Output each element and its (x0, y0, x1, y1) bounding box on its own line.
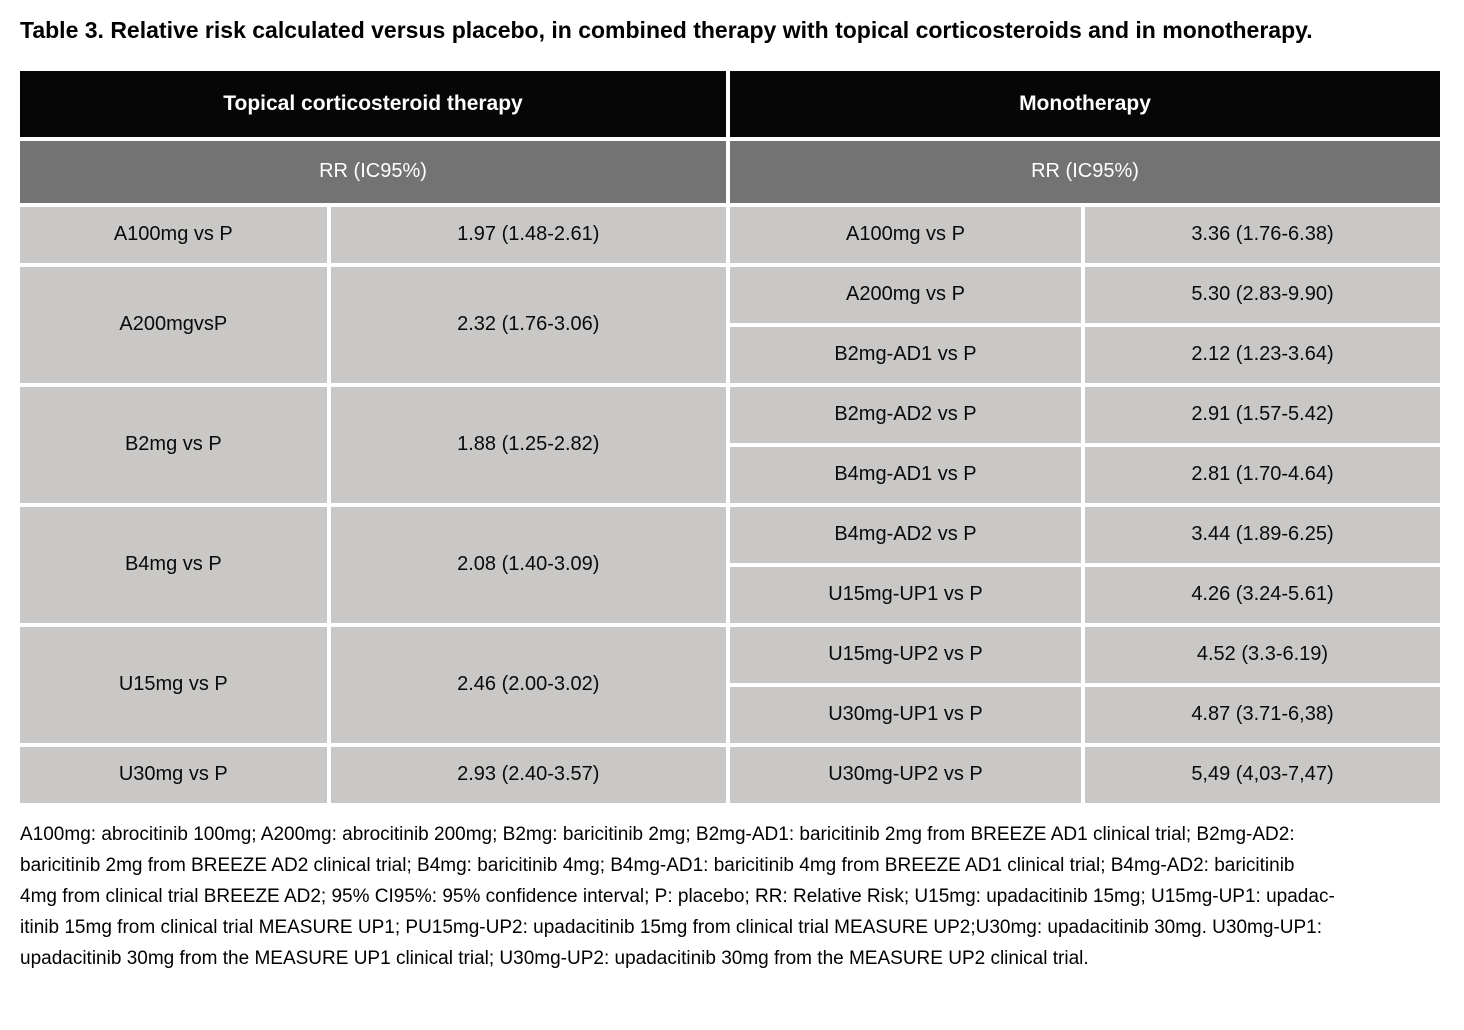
rr-value-cell: 2.32 (1.76-3.06) (330, 266, 726, 383)
table-row: U30mg-UP1 vs P 4.87 (3.71-6,38) (20, 686, 1440, 743)
comparison-label-cell: U30mg-UP2 vs P (729, 746, 1081, 803)
subheader-row: RR (IC95%) RR (IC95%) (20, 140, 1440, 203)
section-header-monotherapy: Monotherapy (729, 70, 1440, 137)
rr-value-cell: 2.12 (1.23-3.64) (1084, 326, 1440, 383)
table-row: A200mgvsP 2.32 (1.76-3.06) A200mg vs P 5… (20, 266, 1440, 383)
table-row: U15mg-UP1 vs P 4.26 (3.24-5.61) (20, 566, 1440, 623)
comparison-label-cell: U15mg vs P (20, 626, 327, 743)
comparison-label-cell: A100mg vs P (729, 206, 1081, 263)
table-row: B4mg-AD1 vs P 2.81 (1.70-4.64) (20, 446, 1440, 503)
table-row: B2mg-AD1 vs P 2.12 (1.23-3.64) (20, 326, 1440, 383)
comparison-label-cell: B4mg-AD1 vs P (729, 446, 1081, 503)
rr-value-cell: 2.81 (1.70-4.64) (1084, 446, 1440, 503)
table-row: U15mg vs P 2.46 (2.00-3.02) U15mg-UP2 vs… (20, 626, 1440, 743)
comparison-label-cell: U30mg vs P (20, 746, 327, 803)
rr-value-cell: 2.91 (1.57-5.42) (1084, 386, 1440, 443)
rr-value-cell: 5,49 (4,03-7,47) (1084, 746, 1440, 803)
rr-value-cell: 1.97 (1.48-2.61) (330, 206, 726, 263)
rr-value-cell: 5.30 (2.83-9.90) (1084, 266, 1440, 323)
rr-value-cell: 4.26 (3.24-5.61) (1084, 566, 1440, 623)
section-header-row: Topical corticosteroid therapy Monothera… (20, 70, 1440, 137)
comparison-label-cell: U30mg-UP1 vs P (729, 686, 1081, 743)
table-row: U30mg vs P 2.93 (2.40-3.57) U30mg-UP2 vs… (20, 746, 1440, 803)
comparison-label-cell: B2mg-AD1 vs P (729, 326, 1081, 383)
comparison-label-cell: A100mg vs P (20, 206, 327, 263)
comparison-label-cell: B2mg-AD2 vs P (729, 386, 1081, 443)
comparison-label-cell: B4mg vs P (20, 506, 327, 623)
rr-value-cell: 1.88 (1.25-2.82) (330, 386, 726, 503)
footnote-line: upadacitinib 30mg from the MEASURE UP1 c… (20, 947, 1089, 969)
page-title: Table 3. Relative risk calculated versus… (20, 17, 1313, 43)
comparison-label-cell: B4mg-AD2 vs P (729, 506, 1081, 563)
rr-value-cell: 2.08 (1.40-3.09) (330, 506, 726, 623)
subheader-rr-topical: RR (IC95%) (20, 140, 726, 203)
footnote-line: itinib 15mg from clinical trial MEASURE … (20, 916, 1323, 938)
footnote-line: A100mg: abrocitinib 100mg; A200mg: abroc… (20, 823, 1295, 845)
footnote-line: 4mg from clinical trial BREEZE AD2; 95% … (20, 885, 1335, 907)
comparison-label-cell: U15mg-UP1 vs P (729, 566, 1081, 623)
table-row: A100mg vs P 1.97 (1.48-2.61) A100mg vs P… (20, 206, 1440, 263)
table-row: B4mg vs P 2.08 (1.40-3.09) B4mg-AD2 vs P… (20, 506, 1440, 623)
rr-value-cell: 3.36 (1.76-6.38) (1084, 206, 1440, 263)
results-table: Topical corticosteroid therapy Monothera… (16, 67, 1444, 807)
rr-value-cell: 3.44 (1.89-6.25) (1084, 506, 1440, 563)
comparison-label-cell: A200mg vs P (729, 266, 1081, 323)
footnote-line: baricitinib 2mg from BREEZE AD2 clinical… (20, 854, 1295, 876)
table-footnote: A100mg: abrocitinib 100mg; A200mg: abroc… (20, 819, 1448, 974)
rr-value-cell: 4.52 (3.3-6.19) (1084, 626, 1440, 683)
rr-value-cell: 2.93 (2.40-3.57) (330, 746, 726, 803)
table-row: B2mg vs P 1.88 (1.25-2.82) B2mg-AD2 vs P… (20, 386, 1440, 503)
rr-value-cell: 2.46 (2.00-3.02) (330, 626, 726, 743)
comparison-label-cell: B2mg vs P (20, 386, 327, 503)
comparison-label-cell: A200mgvsP (20, 266, 327, 383)
section-header-topical: Topical corticosteroid therapy (20, 70, 726, 137)
subheader-rr-monotherapy: RR (IC95%) (729, 140, 1440, 203)
comparison-label-cell: U15mg-UP2 vs P (729, 626, 1081, 683)
rr-value-cell: 4.87 (3.71-6,38) (1084, 686, 1440, 743)
